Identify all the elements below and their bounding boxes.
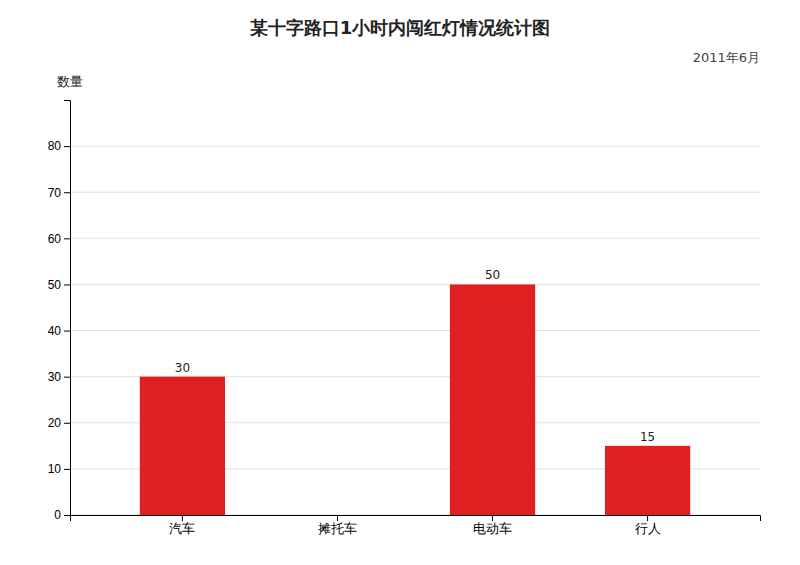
x-tick-mark	[492, 515, 493, 521]
data-label: 50	[485, 268, 500, 282]
y-tick: 20	[48, 416, 70, 430]
x-tick-label: 摊托车	[318, 521, 357, 536]
grid-line	[70, 284, 760, 285]
data-labels: 30 50 15	[175, 268, 655, 443]
y-tick: 10	[48, 462, 70, 476]
y-tick-mark	[64, 377, 70, 378]
chart-title: 某十字路口1小时内闯红灯情况统计图	[249, 17, 551, 38]
y-tick-mark	[64, 515, 70, 516]
x-tick-label: 汽车	[169, 521, 195, 536]
grid-line	[70, 238, 760, 239]
y-tick-label: 20	[48, 416, 62, 430]
y-tick-label: 10	[48, 462, 62, 476]
y-tick: 40	[48, 324, 70, 338]
y-axis-title: 数量	[57, 74, 83, 89]
y-tick: 0	[54, 508, 70, 522]
y-tick-label: 80	[48, 139, 62, 153]
y-tick: 80	[48, 139, 70, 153]
grid-line	[70, 192, 760, 193]
data-label: 15	[640, 430, 655, 444]
chart-subtitle: 2011年6月	[693, 50, 760, 65]
bar	[605, 446, 690, 515]
y-tick-mark	[64, 146, 70, 147]
x-tick-mark	[647, 515, 648, 521]
y-tick-label: 50	[48, 278, 62, 292]
y-tick-label: 30	[48, 370, 62, 384]
x-axis: 汽车 摊托车 电动车 行人	[71, 515, 761, 536]
bar	[140, 377, 225, 515]
y-tick-label: 40	[48, 324, 62, 338]
grid	[70, 146, 760, 515]
x-tick-label: 电动车	[473, 521, 512, 536]
bars	[140, 284, 690, 515]
x-tick-mark	[337, 515, 338, 521]
y-axis-line	[64, 101, 71, 516]
y-tick: 30	[48, 370, 70, 384]
y-tick-mark	[64, 284, 70, 285]
y-tick-label: 0	[54, 508, 61, 522]
chart-svg: 某十字路口1小时内闯红灯情况统计图 2011年6月 0 10 20 30 40 50 60 70 8…	[0, 0, 800, 565]
y-tick-mark	[64, 331, 70, 332]
x-tick: 电动车	[473, 515, 512, 536]
y-axis: 0 10 20 30 40 50 60 70 80	[48, 101, 71, 523]
x-axis-line	[71, 516, 761, 522]
y-tick: 70	[48, 186, 70, 200]
plot-area: 0 10 20 30 40 50 60 70 80 汽车 摊托车 电动车 行人 数量 30 50 15	[48, 74, 761, 536]
y-tick-label: 70	[48, 186, 62, 200]
y-tick-mark	[64, 469, 70, 470]
bar	[295, 515, 380, 516]
data-label: 30	[175, 361, 190, 375]
x-tick-label: 行人	[635, 521, 661, 536]
y-tick-mark	[64, 423, 70, 424]
x-tick-mark	[182, 515, 183, 521]
x-tick: 行人	[635, 515, 661, 536]
y-tick-label: 60	[48, 232, 62, 246]
grid-line	[70, 146, 760, 147]
y-tick: 50	[48, 278, 70, 292]
y-tick-mark	[64, 192, 70, 193]
y-tick: 60	[48, 232, 70, 246]
grid-line	[70, 330, 760, 331]
x-tick: 摊托车	[318, 515, 357, 536]
bar	[450, 284, 535, 515]
y-tick-mark	[64, 238, 70, 239]
x-tick: 汽车	[169, 515, 195, 536]
